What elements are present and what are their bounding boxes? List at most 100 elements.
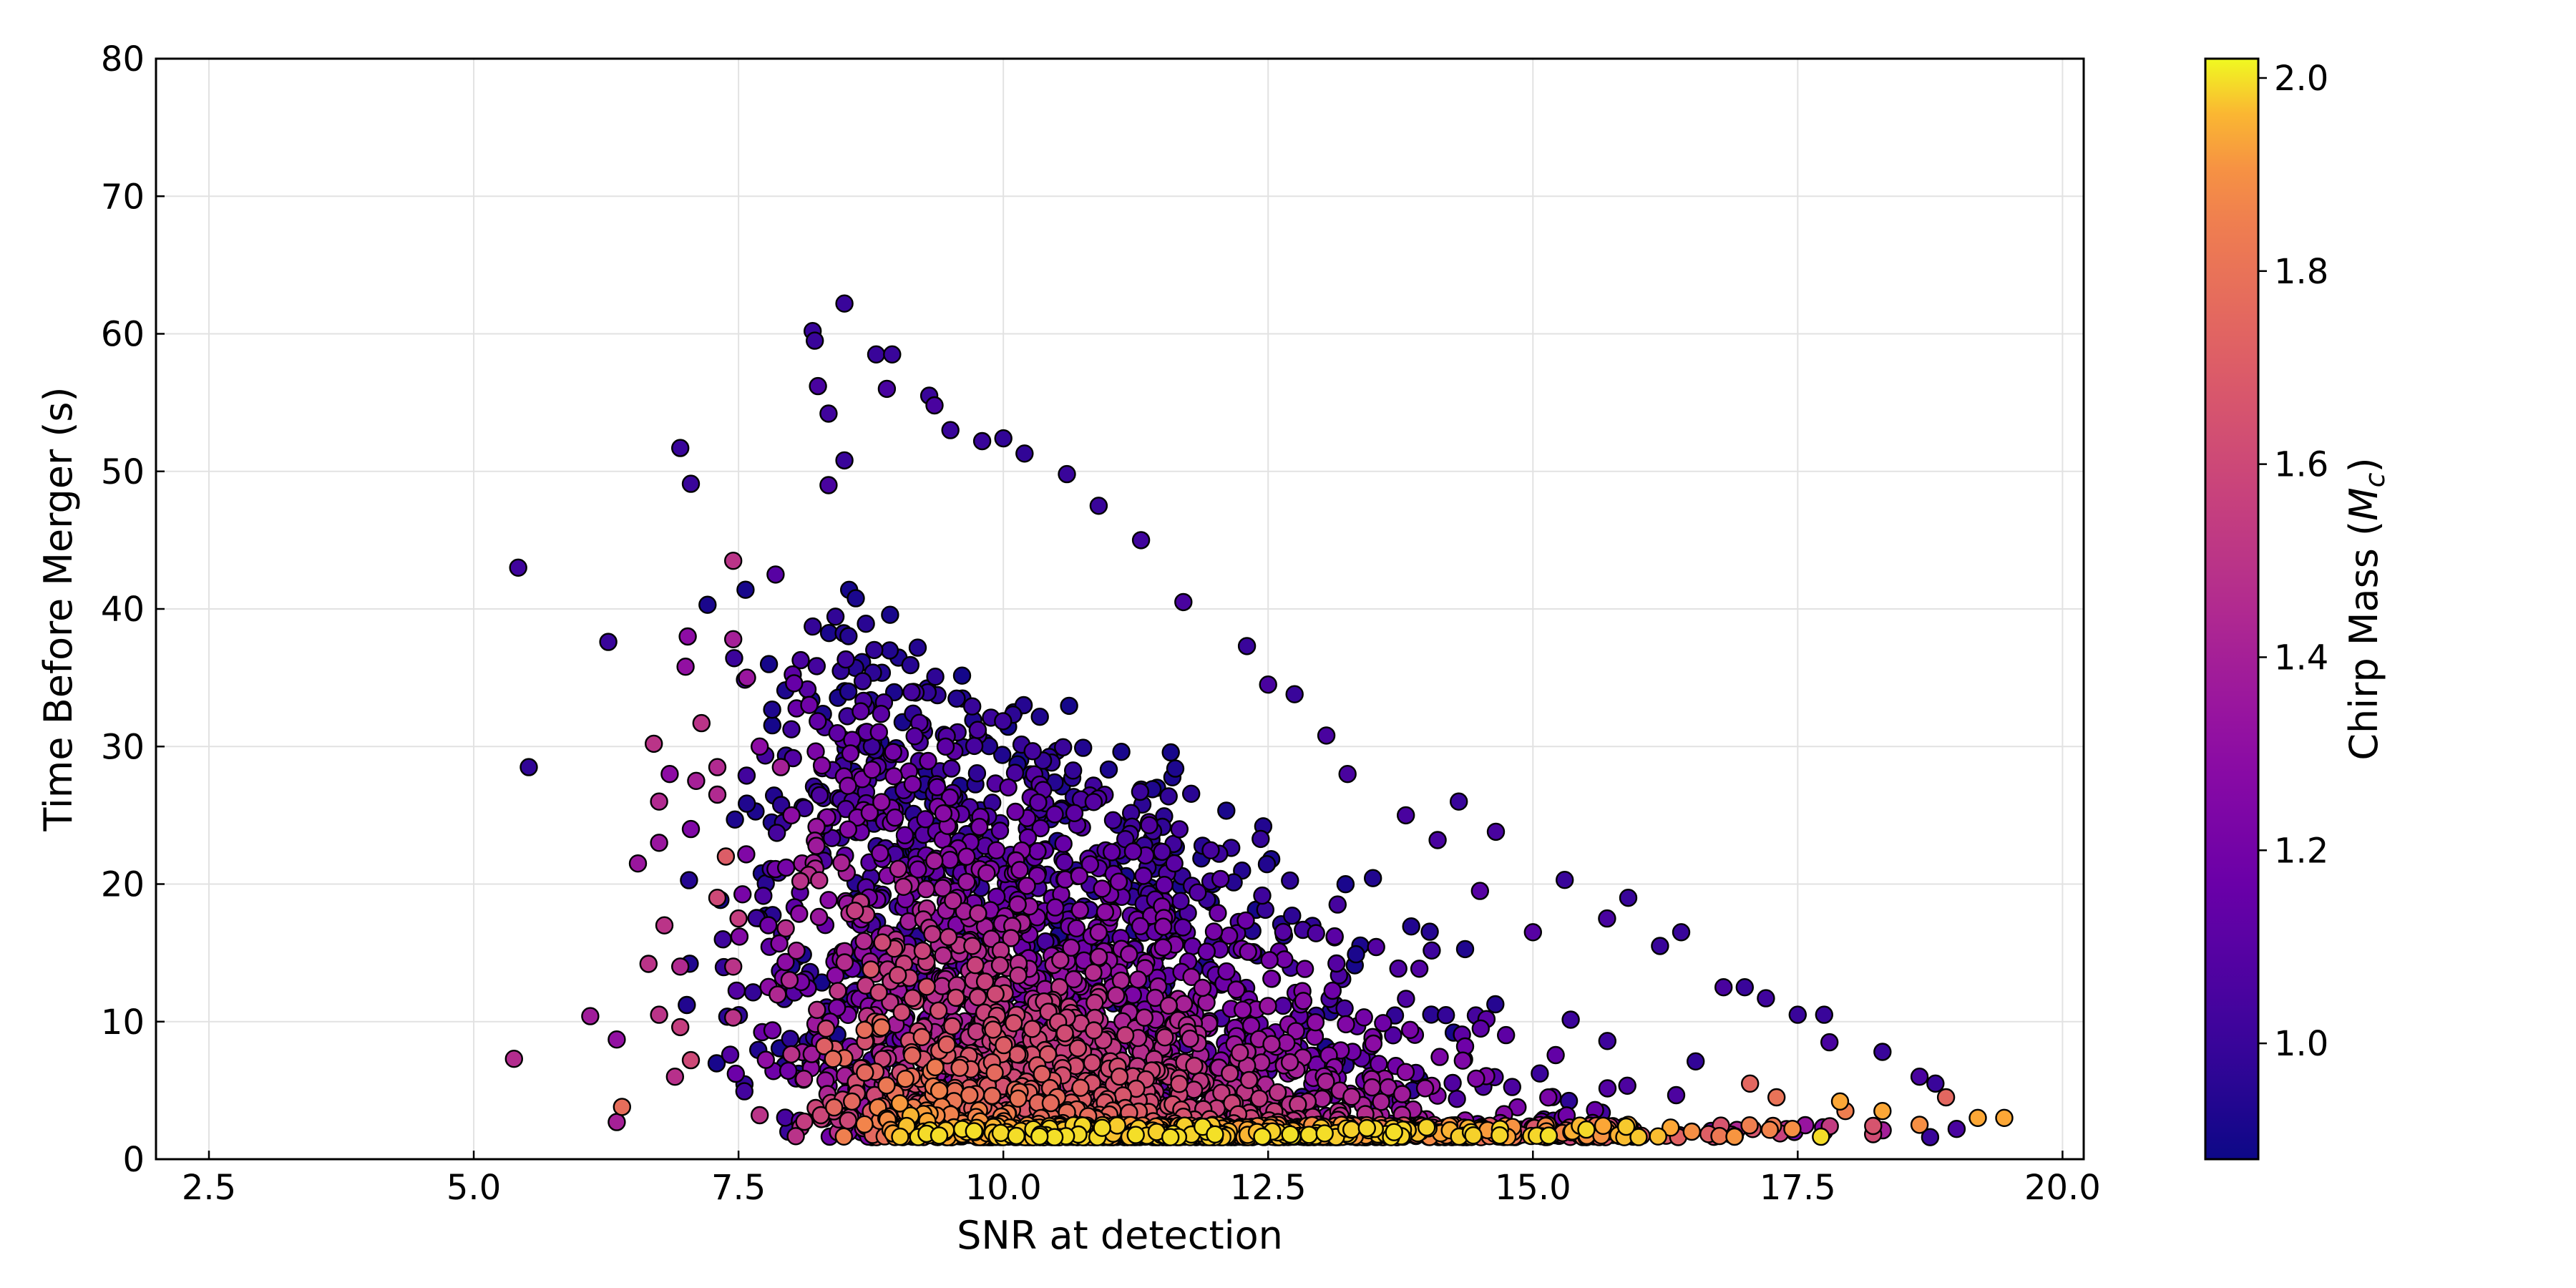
scatter-point: [970, 817, 989, 836]
scatter-point: [1099, 760, 1118, 779]
scatter-point: [1423, 941, 1441, 960]
scatter-point: [1467, 1069, 1485, 1088]
scatter-point: [509, 558, 527, 577]
scatter-point: [726, 1064, 746, 1083]
scatter-point: [1033, 1065, 1051, 1083]
scatter-point: [1055, 853, 1074, 872]
scatter-point: [839, 820, 858, 839]
scatter-point: [1153, 917, 1173, 936]
scatter-point: [1051, 950, 1070, 970]
scatter-point: [1392, 1085, 1412, 1103]
scatter-point: [917, 977, 936, 996]
scatter-point: [1317, 1072, 1335, 1091]
scatter-point: [1146, 988, 1165, 1008]
scatter-point: [894, 877, 913, 897]
scatter-point: [853, 672, 872, 691]
scatter-point: [1336, 874, 1355, 894]
scatter-point: [982, 930, 1001, 948]
scatter-point: [1561, 1010, 1580, 1029]
scatter-point: [1338, 764, 1357, 784]
scatter-point: [842, 1092, 862, 1111]
scatter-point: [895, 826, 914, 844]
scatter-point: [713, 930, 732, 949]
colorbar-tick-label: 2.0: [2274, 59, 2328, 99]
x-tick-label: 10.0: [965, 1168, 1042, 1208]
scatter-point: [1491, 1126, 1509, 1145]
scatter-point: [940, 850, 960, 869]
scatter-point: [1116, 1025, 1135, 1045]
scatter-point: [1362, 1078, 1382, 1097]
scatter-point: [896, 1069, 915, 1088]
y-tick-label: 80: [101, 39, 145, 79]
scatter-point: [856, 1063, 874, 1082]
scatter-point: [950, 1058, 969, 1078]
scatter-point: [1672, 923, 1691, 942]
scatter-point: [1367, 937, 1385, 957]
scatter-point: [1089, 947, 1108, 966]
scatter-point: [865, 640, 884, 660]
scatter-point: [771, 758, 791, 776]
scatter-point: [881, 992, 899, 1012]
scatter-point: [1185, 1056, 1204, 1075]
scatter-point: [871, 844, 889, 863]
scatter-point: [1171, 892, 1190, 910]
scatter-point: [1274, 996, 1292, 1015]
scatter-point: [645, 734, 663, 753]
scatter-point: [1084, 793, 1103, 811]
scatter-point: [1155, 875, 1174, 894]
scatter-point: [1241, 1016, 1261, 1035]
scatter-point: [1455, 940, 1475, 959]
scatter-point: [925, 852, 944, 870]
scatter-point: [1598, 909, 1616, 928]
scatter-point: [991, 1123, 1010, 1143]
scatter-point: [613, 1098, 631, 1116]
scatter-point: [811, 1106, 830, 1125]
scatter-point: [1396, 806, 1415, 825]
scatter-point: [919, 751, 937, 771]
scatter-point: [1686, 1052, 1705, 1071]
scatter-point: [676, 658, 695, 676]
scatter-point: [737, 766, 756, 785]
scatter-point: [1317, 726, 1336, 745]
scatter-point: [791, 872, 810, 891]
scatter-point: [1134, 867, 1153, 885]
scatter-point: [965, 736, 984, 756]
scatter-point: [1555, 870, 1574, 889]
scatter-point: [990, 821, 1010, 840]
scatter-point: [809, 376, 827, 396]
scatter-point: [839, 776, 857, 795]
scatter-point: [1174, 995, 1194, 1013]
scatter-point: [903, 988, 922, 1008]
scatter-point: [794, 1069, 814, 1088]
scatter-point: [982, 1086, 1002, 1106]
scatter-point: [1760, 1121, 1780, 1139]
scatter-point: [829, 982, 847, 1000]
scatter-point: [1725, 1127, 1744, 1146]
scatter-point: [815, 1037, 834, 1055]
scatter-point: [1239, 942, 1257, 961]
colorbar-label-subscript: c: [2359, 472, 2391, 487]
scatter-point: [1357, 1118, 1377, 1138]
scatter-point: [891, 1127, 909, 1146]
scatter-point: [1594, 1116, 1613, 1136]
scatter-point: [1812, 1127, 1830, 1146]
scatter-point: [835, 451, 854, 470]
scatter-point: [655, 916, 674, 935]
scatter-point: [519, 758, 538, 776]
scatter-point: [1089, 497, 1108, 515]
scatter-point: [766, 565, 785, 584]
scatter-point: [1815, 1005, 1834, 1024]
scatter-point: [1430, 1048, 1449, 1066]
scatter-point: [995, 1035, 1013, 1055]
scatter-point: [1010, 861, 1029, 879]
y-tick-label: 0: [122, 1140, 145, 1180]
scatter-point: [877, 1076, 896, 1095]
scatter-point: [1277, 1033, 1296, 1053]
scatter-point: [1233, 1000, 1252, 1019]
scatter-point: [599, 633, 618, 651]
scatter-point: [1259, 997, 1277, 1015]
scatter-point: [1128, 970, 1148, 989]
scatter-point: [1217, 801, 1236, 820]
scatter-point: [763, 716, 782, 735]
scatter-point: [965, 1122, 984, 1141]
